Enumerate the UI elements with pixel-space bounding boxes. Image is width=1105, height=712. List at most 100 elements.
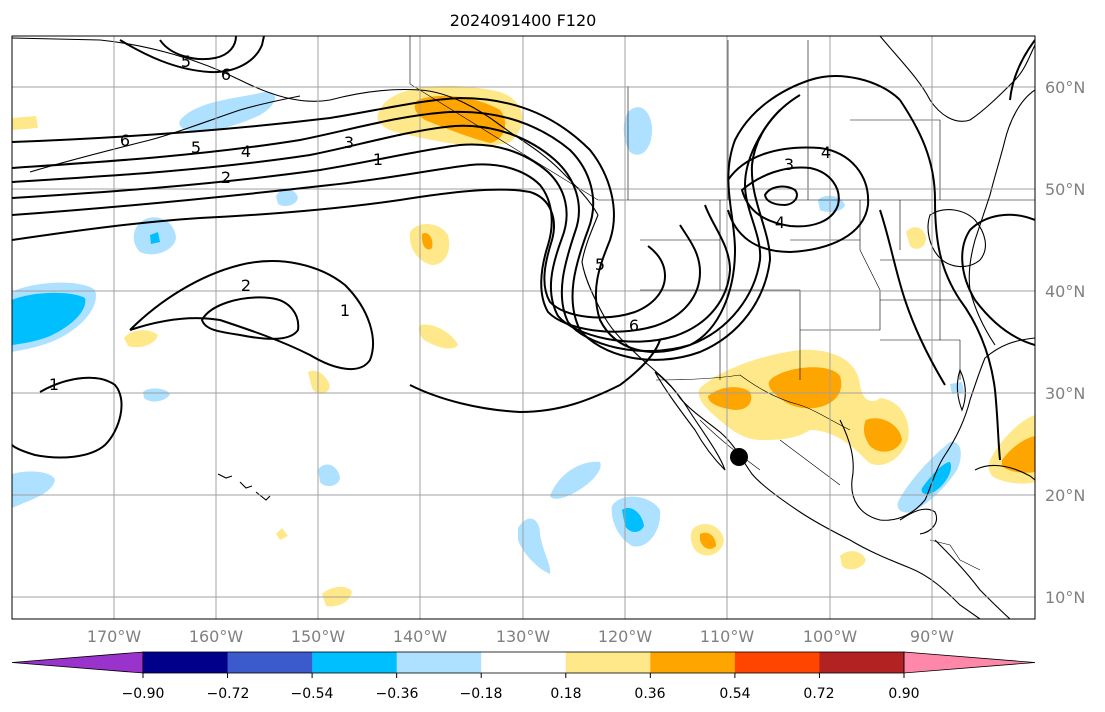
shade-pos-112w-core — [700, 532, 716, 549]
colorbar-frame — [142, 651, 905, 674]
colorbar-segment — [227, 652, 313, 673]
location-marker — [730, 448, 748, 466]
shade-neg-155w-core — [150, 232, 160, 244]
shade-pos-145w — [308, 370, 330, 394]
shade-pos-texas-core — [768, 367, 842, 409]
contour-label: 3 — [344, 133, 354, 152]
lon-tick-label: 130°W — [496, 627, 551, 646]
colorbar-tick-label: 0.36 — [634, 686, 665, 702]
shade-neg-128w — [550, 461, 601, 499]
shade-pos-160w — [124, 330, 158, 348]
contour-labels: 5 6 6 5 4 3 2 1 2 1 1 5 6 3 4 4 — [49, 52, 831, 394]
contour-label: 3 — [784, 155, 794, 174]
contour-label: 1 — [373, 150, 383, 169]
shade-canada-neg — [623, 107, 652, 155]
colorbar-segments — [11, 651, 1036, 674]
lat-tick-label: 40°N — [1045, 282, 1085, 301]
shade-neg-120w-core — [622, 507, 644, 532]
lat-tick-label: 50°N — [1045, 180, 1085, 199]
coast-florida — [956, 368, 966, 412]
lon-tick-label: 110°W — [700, 627, 755, 646]
contour-label: 2 — [221, 168, 231, 187]
map-panel: 5 6 6 5 4 3 2 1 2 1 1 5 6 3 4 4 — [12, 36, 1035, 619]
shade-pos-hawaii — [276, 528, 288, 540]
shade-neg-165w — [143, 388, 170, 402]
shade-neg-150w — [318, 464, 340, 487]
lon-tick-label: 150°W — [291, 627, 346, 646]
coast-yucatan — [899, 508, 938, 535]
colorbar-ticks — [142, 673, 905, 678]
contour-label: 4 — [821, 143, 831, 162]
lon-tick-label: 100°W — [803, 627, 858, 646]
contour-lines — [12, 36, 1035, 461]
colorbar-segment — [396, 652, 482, 673]
anomaly-shading — [12, 85, 1035, 607]
coast-great-lakes — [927, 209, 986, 268]
coast-west-na — [581, 214, 981, 619]
colorbar-tick-label: −0.18 — [460, 686, 503, 702]
shade-aleutian-neg — [179, 91, 276, 132]
colorbar-segment — [143, 652, 229, 673]
colorbar-tick-label: 0.72 — [803, 686, 834, 702]
shade-pos-98w — [840, 551, 866, 570]
graticule — [12, 36, 1035, 619]
longitude-labels: 170°W 160°W 150°W 140°W 130°W 120°W 110°… — [87, 627, 954, 646]
coast-baja — [654, 371, 726, 471]
colorbar-segment — [565, 652, 651, 673]
lat-tick-label: 10°N — [1045, 588, 1085, 607]
contour-label: 4 — [241, 142, 251, 161]
lon-tick-label: 140°W — [393, 627, 448, 646]
shade-neg-west-south — [12, 471, 55, 508]
contour-label: 5 — [595, 255, 605, 274]
colorbar-tick-label: 0.18 — [550, 686, 581, 702]
lon-tick-label: 120°W — [598, 627, 653, 646]
colorbar-tick-label: 0.90 — [888, 686, 919, 702]
coast-central-america — [934, 539, 1011, 619]
colorbar-segment — [481, 652, 567, 673]
contour-label: 6 — [629, 316, 639, 335]
coast-hudson — [879, 36, 1035, 122]
colorbar-extend-low — [11, 651, 144, 674]
map-frame — [11, 35, 1036, 620]
latitude-labels: 60°N 50°N 40°N 30°N 20°N 10°N — [1045, 78, 1085, 607]
lon-tick-label: 160°W — [189, 627, 244, 646]
shade-neg-131w — [518, 518, 551, 574]
lon-tick-label: 90°W — [910, 627, 954, 646]
political-borders — [409, 36, 1035, 571]
coast-gulf-mexico — [839, 337, 1035, 521]
shade-pos-alberta — [12, 116, 38, 130]
colorbar-tick-label: 0.54 — [719, 686, 750, 702]
shade-pos-140w-mid — [418, 324, 458, 349]
coast-alaska — [12, 37, 599, 216]
shade-neg-152w — [276, 189, 298, 206]
contour-label: 1 — [49, 375, 59, 394]
colorbar-segment — [650, 652, 736, 673]
lat-tick-label: 20°N — [1045, 486, 1085, 505]
colorbar: −0.90 −0.72 −0.54 −0.36 −0.18 0.18 0.36 … — [11, 651, 1036, 702]
contour-label: 5 — [191, 138, 201, 157]
shade-pos-140w-dark — [421, 232, 433, 250]
lat-tick-label: 30°N — [1045, 384, 1085, 403]
shade-gulf-alaska-dark — [414, 95, 506, 143]
shade-pos-caribbean-core — [1002, 436, 1035, 473]
contour-label: 6 — [120, 131, 130, 150]
shade-neg-gulf-core — [921, 462, 952, 495]
colorbar-segment — [819, 652, 905, 673]
colorbar-extend-high — [903, 651, 1036, 674]
colorbar-segment — [312, 652, 398, 673]
chart-title: 2024091400 F120 — [450, 11, 597, 30]
colorbar-tick-label: −0.90 — [122, 686, 165, 702]
contour-label: 5 — [181, 52, 191, 71]
contour-label: 2 — [241, 276, 251, 295]
colorbar-tick-label: −0.72 — [207, 686, 250, 702]
contour-label: 1 — [340, 301, 350, 320]
colorbar-labels: −0.90 −0.72 −0.54 −0.36 −0.18 0.18 0.36 … — [122, 686, 920, 702]
lon-tick-label: 170°W — [87, 627, 142, 646]
shade-pos-east-us — [906, 227, 926, 249]
colorbar-segment — [734, 652, 820, 673]
coast-cuba — [974, 464, 1035, 481]
coastlines — [12, 36, 1035, 619]
contour-label: 4 — [775, 213, 785, 232]
lat-tick-label: 60°N — [1045, 78, 1085, 97]
